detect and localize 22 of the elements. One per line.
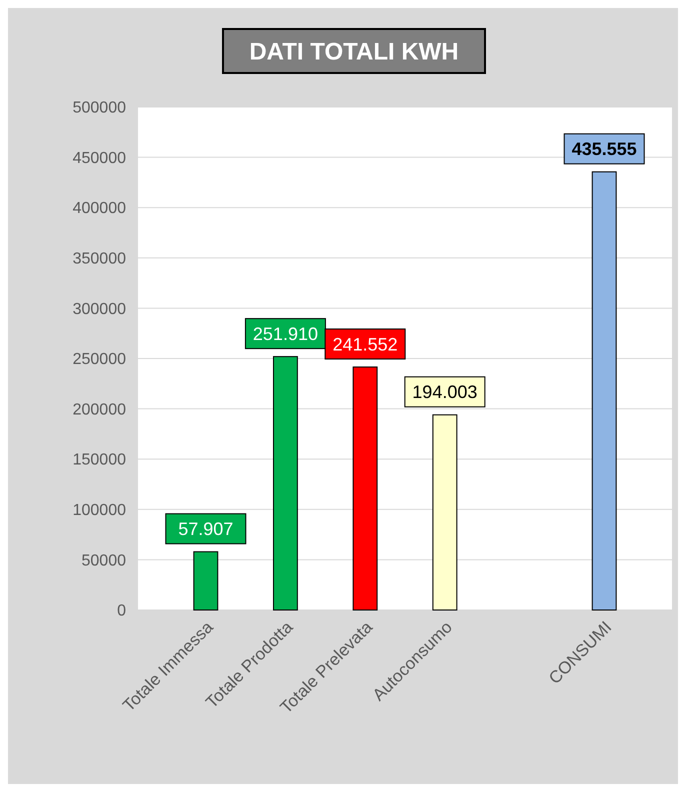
y-tick-label: 500000 [72, 100, 126, 117]
data-label: 57.907 [178, 519, 234, 540]
data-label: 194.003 [412, 382, 478, 402]
bar [272, 356, 298, 610]
y-tick-label: 50000 [82, 552, 126, 570]
y-tick-label: 400000 [72, 200, 126, 218]
data-label: 251.910 [252, 324, 318, 344]
bar [193, 551, 218, 610]
bar [352, 366, 378, 610]
y-tick-label: 350000 [72, 250, 126, 268]
bar [432, 414, 458, 610]
y-tick-label: 150000 [72, 452, 126, 469]
y-tick-label: 100000 [72, 502, 126, 519]
data-label: 241.552 [332, 334, 398, 354]
y-tick-label: 300000 [72, 300, 126, 318]
y-tick-label: 0 [117, 602, 126, 620]
y-tick-label: 200000 [72, 401, 126, 418]
y-tick-label: 450000 [72, 150, 126, 167]
data-label: 435.555 [572, 139, 637, 160]
y-tick-label: 250000 [72, 351, 126, 368]
bar [592, 171, 617, 610]
chart-title: DATI TOTALI KWH [249, 38, 459, 66]
